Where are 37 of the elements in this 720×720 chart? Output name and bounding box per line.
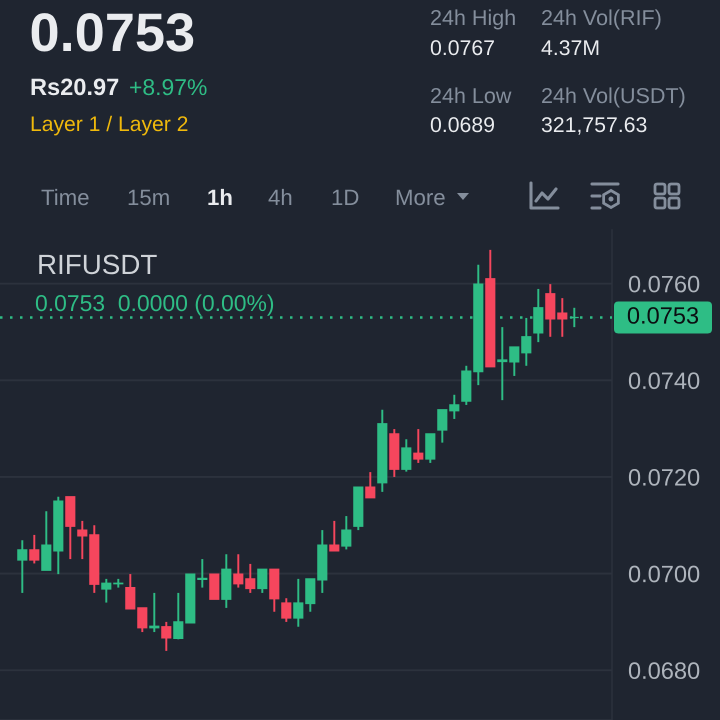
text: 0.0753 [32,13,194,52]
text: 0.0689 [430,117,494,132]
text: 4h [268,188,292,205]
y-tick-label: 0.0700 [628,566,700,582]
text: Time [42,188,89,206]
text: Rs20.97 [32,78,118,96]
annotation: 0.0753 0.0000 (0.00%) [36,294,274,316]
candlestick [341,515,352,550]
y-tick-label: 0.0760 [628,276,700,292]
text: 1D [332,190,358,205]
text: 24h Low [431,87,512,104]
text: 1h [208,188,232,205]
text: 321,757.63 [542,117,646,135]
text: 15m [128,190,169,206]
candlestick [149,592,160,634]
text: 24h High [431,9,515,30]
candlestick [257,568,268,594]
text: Layer 1 / Layer 2 [32,116,188,136]
text: 24h Vol(RIF) [542,9,661,30]
candlestick [329,520,340,552]
candlestick [413,428,424,464]
candlestick [365,471,376,499]
y-tick-label: 0.0680 [628,662,700,680]
y-tick-label: 0.0740 [628,372,700,390]
text: 0.0767 [430,40,494,56]
candlestick [17,539,28,594]
text: 4.37M [541,40,598,56]
text: RIFUSDT [39,254,157,274]
text: More [396,190,445,206]
candlestick [401,438,412,473]
text: 24h Vol(USDT) [542,87,684,108]
y-tick-label: 0.0720 [628,469,700,486]
candlestick [29,534,40,564]
candlestick [161,620,172,652]
text: +8.97% [130,79,207,96]
ref-line-label: 0.0753 [628,307,698,324]
candlestick [281,597,292,623]
